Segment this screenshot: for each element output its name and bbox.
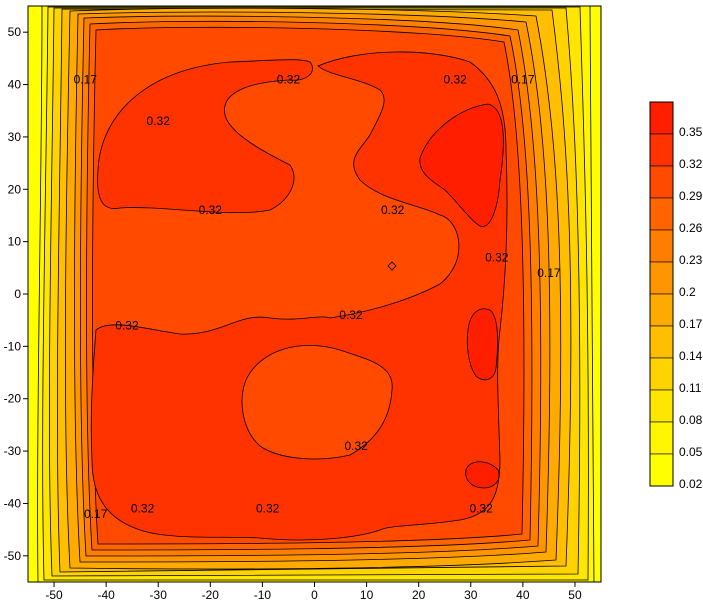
contour-label: 0.32 (339, 308, 363, 322)
x-axis: -50 -40 -30 -20 -10 0 10 20 30 40 50 (45, 582, 582, 602)
colorbar-swatch (649, 261, 674, 295)
colorbar-label: 0.17 (679, 317, 703, 331)
colorbar-label: 0.35 (679, 125, 703, 139)
x-tick-label: -20 (202, 588, 220, 602)
contour-label: 0.17 (511, 72, 535, 86)
y-tick-label: -50 (4, 549, 22, 563)
y-tick-label: -40 (4, 496, 22, 510)
plot-area (28, 6, 601, 582)
y-tick-label: 40 (8, 78, 22, 92)
colorbar-label: 0.05 (679, 445, 703, 459)
colorbar: 0.35 0.32 0.29 0.26 0.23 0.2 0.17 0.14 0.11 0.08 0… (649, 101, 703, 491)
colorbar-label: 0.23 (679, 253, 703, 267)
colorbar-label: 0.02 (679, 477, 703, 491)
colorbar-label: 0.32 (679, 157, 703, 171)
contour-label: 0.32 (277, 72, 301, 86)
colorbar-swatch (649, 421, 674, 455)
colorbar-swatch (649, 453, 674, 487)
contour-label: 0.32 (381, 203, 405, 217)
contour-label: 0.17 (84, 507, 108, 521)
y-axis: 50 40 30 20 10 0 -10 -20 -30 -40 -50 (4, 25, 28, 563)
contour-region-0.32-top-right (90, 51, 508, 541)
y-tick-label: 10 (8, 235, 22, 249)
y-tick-label: -20 (4, 392, 22, 406)
colorbar-swatch (649, 101, 674, 135)
colorbar-frame (649, 101, 674, 487)
contour-label: 0.32 (199, 203, 223, 217)
contour-label: 0.32 (443, 72, 467, 86)
colorbar-label: 0.11 (679, 381, 702, 395)
y-tick-label: -10 (4, 339, 22, 353)
y-tick-label: 20 (8, 182, 22, 196)
y-tick-label: 30 (8, 130, 22, 144)
colorbar-swatch (649, 197, 674, 231)
colorbar-swatch (649, 229, 674, 263)
contour-region-0.35-right-oval (466, 308, 499, 381)
colorbar-swatch (649, 165, 674, 199)
contour-region-0.35-upper-right (419, 103, 504, 227)
x-tick-label: 50 (568, 588, 582, 602)
y-tick-label: 0 (14, 287, 21, 301)
contour-region-0.29-center (241, 345, 393, 460)
contour-label: 0.32 (344, 439, 368, 453)
contour-label: 0.32 (470, 502, 494, 516)
contour-label: 0.17 (74, 72, 98, 86)
colorbar-swatch (649, 389, 674, 423)
contour-label: 0.32 (256, 502, 280, 516)
contour-label: 0.32 (485, 250, 509, 264)
colorbar-label: 0.14 (679, 349, 703, 363)
colorbar-swatch (649, 325, 674, 359)
colorbar-label: 0.29 (679, 189, 703, 203)
x-tick-label: -10 (254, 588, 272, 602)
x-tick-label: 10 (360, 588, 374, 602)
x-tick-label: 30 (464, 588, 478, 602)
contour-label: 0.32 (131, 502, 155, 516)
contour-label: 0.17 (537, 266, 561, 280)
x-tick-label: -30 (150, 588, 168, 602)
colorbar-swatch (649, 293, 674, 327)
contour-labels: 0.17 0.17 0.17 0.17 0.32 0.32 0.32 0.32 0.32 0.32… (74, 72, 561, 521)
y-tick-label: -30 (4, 444, 22, 458)
colorbar-swatch (649, 357, 674, 391)
contour-label: 0.32 (147, 114, 171, 128)
contour-region-center-dot (387, 261, 397, 271)
y-tick-label: 50 (8, 25, 22, 39)
x-tick-label: -40 (97, 588, 115, 602)
x-tick-label: 20 (412, 588, 426, 602)
contour-region-0.32-top-left (97, 59, 313, 214)
x-tick-label: 40 (516, 588, 530, 602)
contour-region-0.35-bottom-right (465, 461, 500, 489)
colorbar-label: 0.26 (679, 221, 703, 235)
colorbar-label: 0.08 (679, 413, 703, 427)
x-tick-label: -50 (45, 588, 63, 602)
contour-label: 0.32 (115, 318, 139, 332)
colorbar-swatch (649, 133, 674, 167)
x-tick-label: 0 (311, 588, 318, 602)
colorbar-label: 0.2 (679, 285, 696, 299)
